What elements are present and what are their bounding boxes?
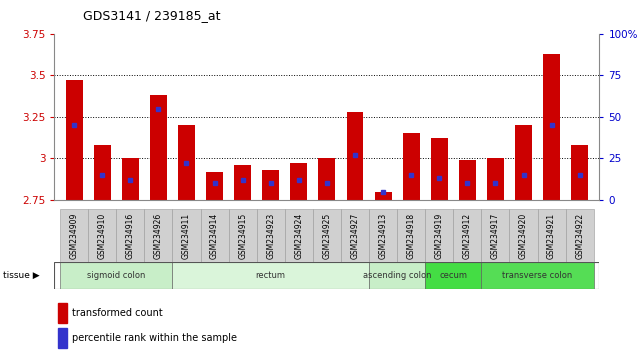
Bar [481,262,594,289]
Bar [178,125,195,200]
Text: GSM234915: GSM234915 [238,212,247,259]
Bar [116,209,144,262]
Bar [453,209,481,262]
Text: GSM234923: GSM234923 [266,212,275,259]
Bar [66,80,83,200]
Text: GSM234916: GSM234916 [126,212,135,259]
Text: GSM234918: GSM234918 [406,212,415,259]
Text: cecum: cecum [439,271,467,280]
Text: GSM234914: GSM234914 [210,212,219,259]
Bar [172,262,369,289]
Text: tissue ▶: tissue ▶ [3,271,40,280]
Bar [425,209,453,262]
Text: GSM234913: GSM234913 [379,212,388,259]
Text: GSM234927: GSM234927 [351,212,360,259]
Bar [374,192,392,200]
Text: GSM234917: GSM234917 [491,212,500,259]
Text: GDS3141 / 239185_at: GDS3141 / 239185_at [83,9,221,22]
Bar [313,209,341,262]
Text: GSM234910: GSM234910 [97,212,107,259]
Text: GSM234911: GSM234911 [182,212,191,259]
Bar [58,303,67,323]
Bar [256,209,285,262]
Bar [481,209,510,262]
Bar [510,209,538,262]
Bar [88,209,116,262]
Text: GSM234909: GSM234909 [70,212,79,259]
Text: rectum: rectum [256,271,286,280]
Bar [229,209,256,262]
Bar [206,172,223,200]
Bar [403,133,420,200]
Text: percentile rank within the sample: percentile rank within the sample [72,333,237,343]
Text: GSM234925: GSM234925 [322,212,331,259]
Bar [58,328,67,348]
Text: ascending colon: ascending colon [363,271,431,280]
Text: GSM234919: GSM234919 [435,212,444,259]
Bar [397,209,425,262]
Bar [425,262,481,289]
Text: GSM234920: GSM234920 [519,212,528,259]
Text: GSM234912: GSM234912 [463,212,472,259]
Bar [122,159,138,200]
Bar [285,209,313,262]
Bar [144,209,172,262]
Bar [347,112,363,200]
Bar [431,138,447,200]
Bar [60,209,88,262]
Bar [201,209,229,262]
Text: sigmoid colon: sigmoid colon [87,271,146,280]
Bar [369,209,397,262]
Bar [341,209,369,262]
Text: GSM234926: GSM234926 [154,212,163,259]
Bar [172,209,201,262]
Bar [565,209,594,262]
Bar [290,164,307,200]
Bar [262,170,279,200]
Bar [543,53,560,200]
Bar [515,125,532,200]
Bar [369,262,425,289]
Bar [571,145,588,200]
Bar [319,159,335,200]
Bar [538,209,565,262]
Text: transformed count: transformed count [72,308,163,319]
Text: GSM234922: GSM234922 [575,212,584,259]
Bar [487,159,504,200]
Bar [234,165,251,200]
Text: GSM234921: GSM234921 [547,212,556,259]
Bar [459,160,476,200]
Text: transverse colon: transverse colon [503,271,572,280]
Bar [150,95,167,200]
Text: GSM234924: GSM234924 [294,212,303,259]
Bar [60,262,172,289]
Bar [94,145,111,200]
